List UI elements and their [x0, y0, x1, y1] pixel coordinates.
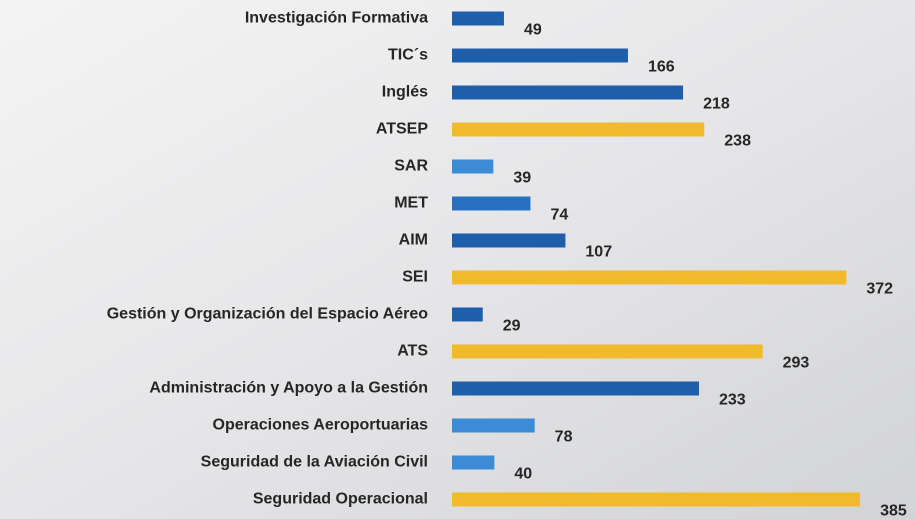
- y-tick-label: SAR: [394, 158, 428, 175]
- value-label: 49: [524, 22, 542, 39]
- bar: [452, 123, 704, 137]
- y-tick-label: ATS: [397, 343, 428, 360]
- chart: Investigación Formativa 49 TIC´s 166 Inglés 2…: [0, 0, 915, 519]
- bar: [452, 493, 860, 507]
- value-label: 385: [880, 503, 907, 519]
- value-label: 233: [719, 392, 746, 409]
- value-label: 238: [724, 133, 751, 150]
- value-label: 107: [585, 244, 612, 261]
- bar: [452, 456, 494, 470]
- bar: [452, 271, 846, 285]
- y-tick-label: Administración y Apoyo a la Gestión: [149, 380, 428, 397]
- y-tick-label: Seguridad Operacional: [253, 491, 428, 508]
- y-tick-label: SEI: [402, 269, 428, 286]
- bar: [452, 382, 699, 396]
- bar: [452, 419, 535, 433]
- value-label: 78: [555, 429, 573, 446]
- value-label: 293: [783, 355, 810, 372]
- background: [0, 0, 915, 519]
- value-label: 372: [866, 281, 893, 298]
- y-tick-label: Operaciones Aeroportuarias: [213, 417, 429, 434]
- value-label: 74: [550, 207, 568, 224]
- value-label: 40: [514, 466, 532, 483]
- bar: [452, 160, 493, 174]
- bar: [452, 345, 763, 359]
- y-tick-label: Inglés: [382, 84, 428, 101]
- bar: [452, 12, 504, 26]
- y-tick-label: TIC´s: [388, 47, 428, 64]
- y-tick-label: Gestión y Organización del Espacio Aéreo: [107, 306, 429, 323]
- value-label: 39: [513, 170, 531, 187]
- y-tick-label: AIM: [399, 232, 428, 249]
- bar: [452, 49, 628, 63]
- y-tick-label: Investigación Formativa: [245, 10, 428, 27]
- bar: [452, 197, 530, 211]
- value-label: 29: [503, 318, 521, 335]
- bar: [452, 308, 483, 322]
- y-tick-label: ATSEP: [376, 121, 428, 138]
- bar: [452, 86, 683, 100]
- y-tick-label: Seguridad de la Aviación Civil: [201, 454, 428, 471]
- bar: [452, 234, 565, 248]
- value-label: 218: [703, 96, 730, 113]
- value-label: 166: [648, 59, 675, 76]
- y-tick-label: MET: [394, 195, 428, 212]
